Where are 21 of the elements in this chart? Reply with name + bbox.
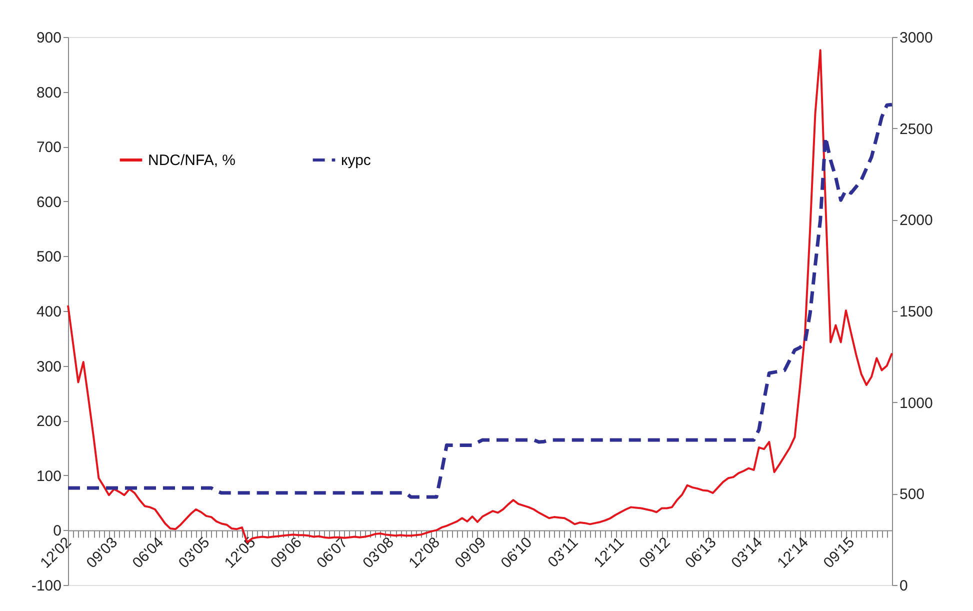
y2-tick-label: 2000 bbox=[900, 212, 933, 230]
y-tick-label: 900 bbox=[36, 30, 62, 46]
y2-tick-label: 1500 bbox=[900, 304, 933, 320]
y-tick-label: 100 bbox=[36, 468, 62, 485]
y-tick-label: 300 bbox=[36, 358, 62, 376]
y2-tick-label: 0 bbox=[900, 578, 908, 594]
y-tick-label: -100 bbox=[31, 578, 62, 594]
legend-label: NDC/NFA, % bbox=[148, 152, 236, 169]
y-tick-label: 600 bbox=[36, 194, 62, 211]
line-series bbox=[66, 102, 894, 499]
legend-label: курс bbox=[341, 152, 372, 169]
y-tick-label: 200 bbox=[36, 413, 62, 430]
y2-tick-label: 2500 bbox=[900, 120, 933, 138]
y-tick-label: 0 bbox=[53, 522, 62, 540]
y-tick-label: 700 bbox=[36, 139, 62, 156]
y2-tick-label: 3000 bbox=[900, 30, 933, 46]
y2-tick-label: 1000 bbox=[900, 394, 933, 412]
y-tick-label: 800 bbox=[36, 84, 62, 102]
y-tick-label: 400 bbox=[36, 304, 62, 320]
y-tick-label: 500 bbox=[36, 248, 62, 266]
y2-tick-label: 500 bbox=[900, 486, 925, 504]
